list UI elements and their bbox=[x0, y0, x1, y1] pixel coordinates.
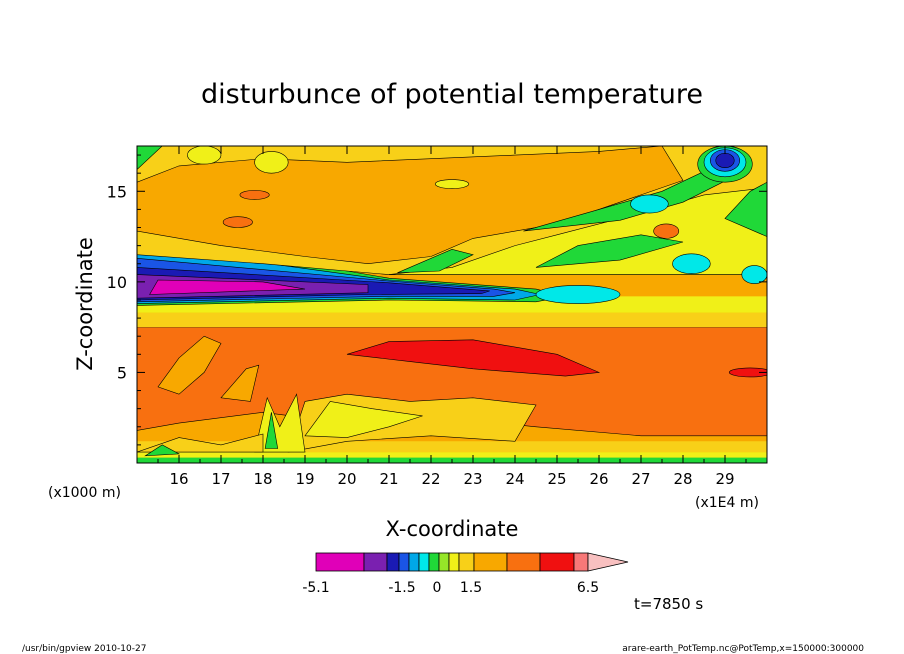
x-unit-right: (x1E4 m) bbox=[695, 495, 759, 511]
x-unit-left: (x1000 m) bbox=[48, 485, 121, 501]
colorbar bbox=[315, 552, 629, 572]
field-bottom-yellow bbox=[137, 452, 767, 458]
field-left-lobe-2 bbox=[220, 364, 260, 402]
colorbar-segment bbox=[363, 552, 388, 572]
colorbar-segment bbox=[428, 552, 440, 572]
x-tick-label: 18 bbox=[253, 470, 272, 488]
x-tick-label: 24 bbox=[505, 470, 524, 488]
colorbar-tick-label: 6.5 bbox=[577, 580, 599, 596]
colorbar-segment bbox=[315, 552, 365, 572]
x-tick-label: 19 bbox=[295, 470, 314, 488]
field-orange-spot-a bbox=[653, 223, 680, 239]
x-tick-label: 20 bbox=[337, 470, 356, 488]
y-tick-label: 5 bbox=[117, 363, 127, 382]
x-tick-label: 17 bbox=[211, 470, 230, 488]
chart-title: disturbunce of potential temperature bbox=[201, 79, 703, 110]
field-upper-orange bbox=[137, 146, 684, 265]
field-orange-spot-c bbox=[239, 190, 270, 200]
colorbar-segment bbox=[458, 552, 475, 572]
colorbar-segment bbox=[386, 552, 400, 572]
field-top-left-yellow bbox=[187, 146, 222, 165]
field-cyan-a bbox=[672, 253, 711, 274]
colorbar-segment bbox=[398, 552, 410, 572]
field-inv-magenta bbox=[149, 279, 306, 295]
colorbar-segment bbox=[438, 552, 450, 572]
x-tick-label: 26 bbox=[589, 470, 608, 488]
x-axis-label: X-coordinate bbox=[386, 517, 519, 541]
x-tick-label: 27 bbox=[631, 470, 650, 488]
field-wave-green bbox=[264, 412, 279, 449]
footer-right: arare-earth_PotTemp.nc@PotTemp,x=150000:… bbox=[622, 644, 864, 654]
field-lower-yellow bbox=[304, 401, 423, 438]
field-lower-left-green bbox=[144, 444, 181, 457]
colorbar-tick-label: 1.5 bbox=[460, 580, 482, 596]
colorbar-arrow bbox=[587, 552, 629, 572]
x-tick-label: 25 bbox=[547, 470, 566, 488]
colorbar-tick-labels: -5.1 -1.5 0 1.5 6.5 bbox=[302, 580, 599, 596]
field-cyan-b bbox=[630, 194, 669, 214]
field-top-yellow-2 bbox=[254, 151, 289, 174]
field-red-right bbox=[728, 367, 767, 378]
footer-left: /usr/bin/gpview 2010-10-27 bbox=[22, 644, 146, 654]
field-green-b bbox=[535, 234, 684, 268]
colorbar-segment bbox=[418, 552, 430, 572]
colorbar-tick-label: -5.1 bbox=[302, 580, 329, 596]
x-tick-label: 16 bbox=[169, 470, 188, 488]
colorbar-tick-label: -1.5 bbox=[388, 580, 415, 596]
plot-area bbox=[137, 146, 767, 463]
field-green-d bbox=[724, 181, 767, 237]
x-axis: 16 17 18 19 20 21 22 23 24 25 26 27 28 29 bbox=[157, 146, 747, 488]
field-bottom-gold bbox=[137, 441, 767, 453]
x-tick-label: 28 bbox=[673, 470, 692, 488]
field-yellow-spot bbox=[434, 179, 470, 189]
colorbar-segment bbox=[473, 552, 508, 572]
colorbar-segment bbox=[573, 552, 589, 572]
field-top-left-green bbox=[137, 146, 163, 170]
colorbar-segment bbox=[539, 552, 575, 572]
y-tick-label: 10 bbox=[107, 273, 127, 292]
colorbar-segment bbox=[408, 552, 420, 572]
x-tick-label: 29 bbox=[715, 470, 734, 488]
colorbar-tick-label: 0 bbox=[433, 580, 442, 596]
colorbar-segment bbox=[506, 552, 541, 572]
x-tick-label: 21 bbox=[379, 470, 398, 488]
field-cyan-c bbox=[741, 265, 767, 284]
y-axis-label: Z-coordinate bbox=[73, 237, 97, 371]
field-inv-cyan bbox=[535, 285, 621, 304]
field-left-lobe-1 bbox=[157, 335, 222, 395]
time-label: t=7850 s bbox=[634, 595, 703, 613]
x-tick-label: 23 bbox=[463, 470, 482, 488]
field-cold-darkblue bbox=[715, 152, 735, 169]
x-tick-label: 22 bbox=[421, 470, 440, 488]
y-axis: 5 10 15 bbox=[107, 154, 767, 446]
field-inv-gold bbox=[137, 312, 767, 328]
field-red-core bbox=[346, 339, 601, 377]
field-lower-left-gold bbox=[137, 433, 264, 453]
field-orange-spot-b bbox=[222, 216, 253, 228]
field-green-a bbox=[397, 248, 474, 274]
colorbar-segment bbox=[448, 552, 460, 572]
y-tick-label: 15 bbox=[107, 182, 127, 201]
